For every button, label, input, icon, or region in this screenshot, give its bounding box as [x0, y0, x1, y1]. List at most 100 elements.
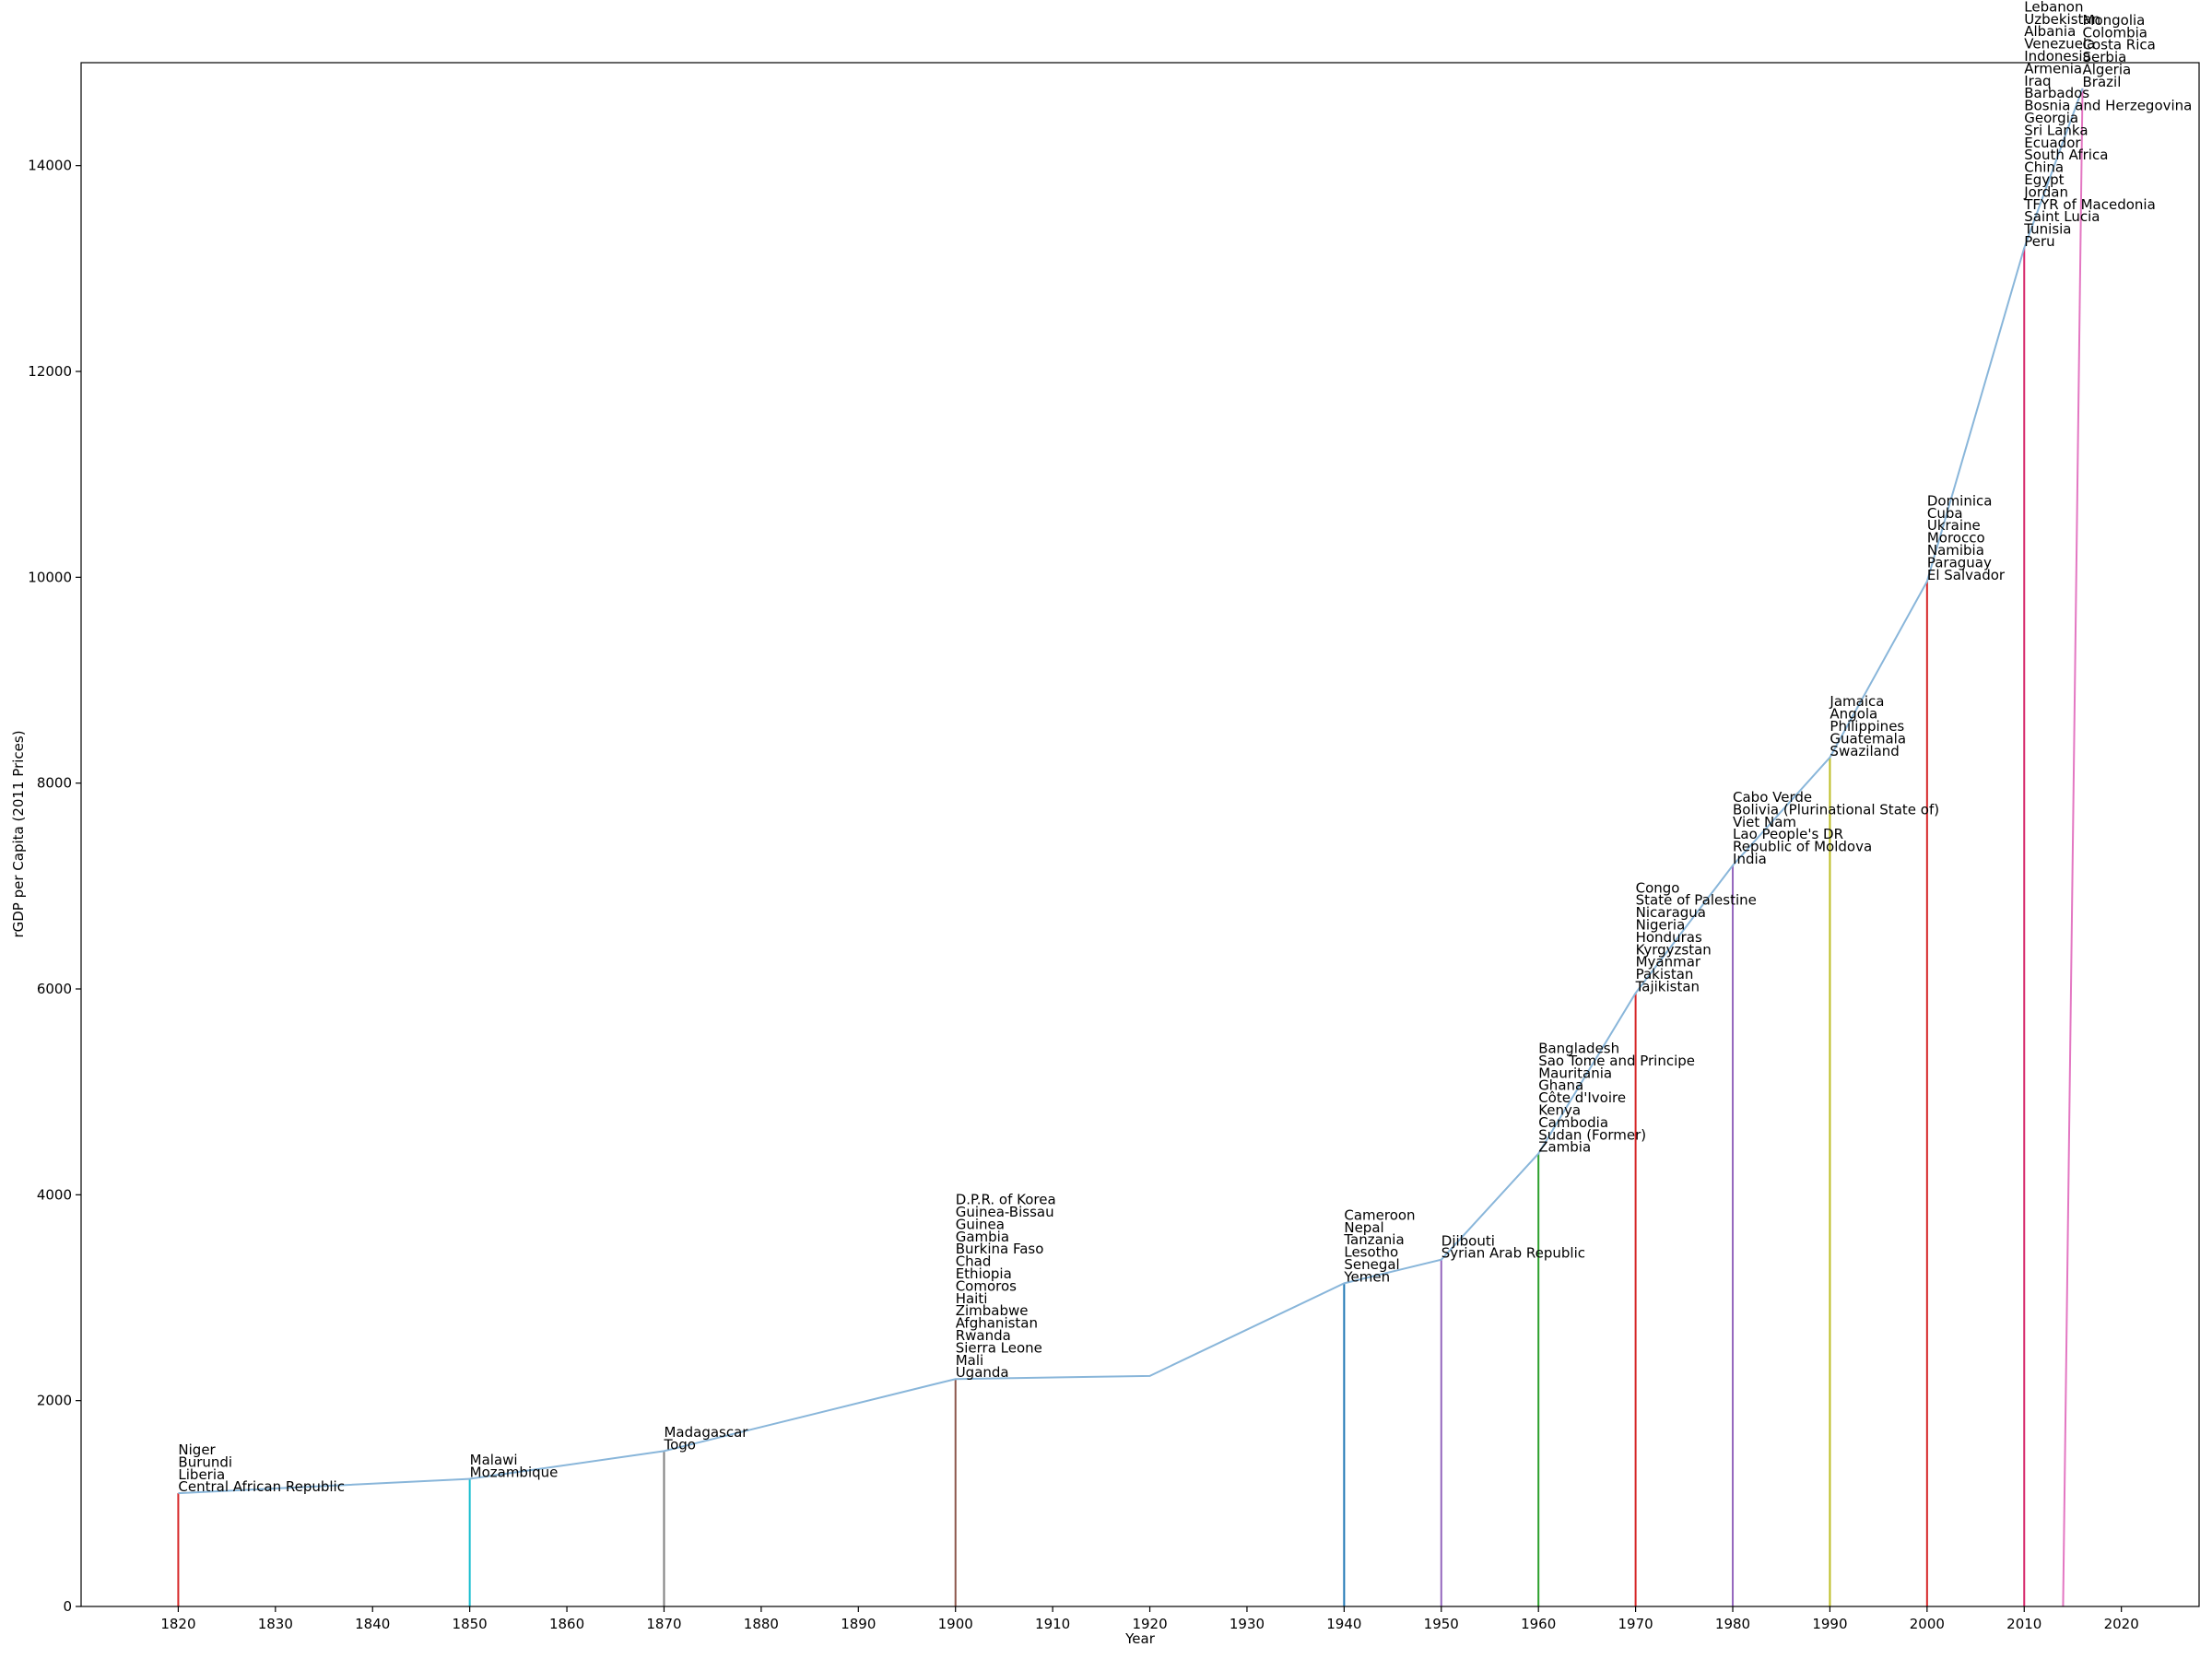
x-tick-label: 1950: [1424, 1616, 1459, 1632]
country-label: Nicaragua: [1636, 904, 1706, 921]
country-label: Paraguay: [1927, 554, 1992, 571]
country-label: Colombia: [2083, 24, 2148, 41]
country-label: Honduras: [1636, 929, 1702, 946]
country-label: Indonesia: [2024, 48, 2091, 65]
x-tick-label: 1820: [160, 1616, 195, 1632]
country-label: Tajikistan: [1635, 978, 1700, 994]
country-label: Brazil: [2083, 74, 2122, 90]
x-tick-label: 1860: [549, 1616, 584, 1632]
x-tick-label: 1910: [1035, 1616, 1070, 1632]
x-tick-label: 1960: [1521, 1616, 1556, 1632]
country-label: Mongolia: [2083, 12, 2146, 29]
country-label: Morocco: [1927, 530, 1985, 547]
country-label: Cabo Verde: [1733, 789, 1812, 806]
country-label: Gambia: [956, 1229, 1009, 1245]
x-tick-label: 1900: [938, 1616, 973, 1632]
country-label: Mauritania: [1538, 1065, 1612, 1081]
x-tick-label: 1970: [1618, 1616, 1653, 1632]
country-label: Kyrgyzstan: [1636, 941, 1712, 958]
country-label: Nepal: [1344, 1219, 1383, 1236]
country-label: Costa Rica: [2083, 37, 2156, 53]
x-tick-label: 1930: [1230, 1616, 1265, 1632]
country-label: Côte d'Ivoire: [1538, 1089, 1626, 1106]
country-label: Dominica: [1927, 492, 1993, 509]
country-label: Lao People's DR: [1733, 826, 1843, 842]
y-tick-label: 0: [63, 1598, 72, 1615]
country-label: Myanmar: [1636, 954, 1701, 971]
country-label: Uganda: [956, 1364, 1009, 1381]
country-label: Chad: [956, 1253, 992, 1270]
country-label: State of Palestine: [1636, 892, 1757, 909]
x-tick-label: 1880: [744, 1616, 779, 1632]
country-label: Yemen: [1343, 1268, 1390, 1285]
country-label: Sri Lanka: [2024, 122, 2088, 138]
x-tick-label: 2010: [2006, 1616, 2041, 1632]
country-label: Djibouti: [1441, 1232, 1495, 1249]
x-tick-label: 1990: [1812, 1616, 1847, 1632]
country-label: Barbados: [2024, 85, 2089, 101]
x-axis: 1820 1830 1840 1850 1860 1870 1880 1890 1900 1910…: [160, 1606, 2139, 1632]
country-label: Saint Lucia: [2024, 208, 2100, 225]
country-label: Burundi: [178, 1453, 232, 1470]
country-label: TFYR of Macedonia: [2023, 196, 2156, 213]
country-label: China: [2024, 159, 2064, 176]
country-label: Guinea-Bissau: [956, 1204, 1054, 1220]
country-label: Central African Republic: [178, 1478, 345, 1495]
country-label: Pakistan: [1636, 966, 1694, 982]
x-axis-label: Year: [1124, 1630, 1156, 1647]
country-label: Syrian Arab Republic: [1441, 1245, 1585, 1262]
country-label: Lesotho: [1344, 1244, 1398, 1261]
country-label: Congo: [1636, 879, 1680, 896]
country-label: Republic of Moldova: [1733, 839, 1872, 855]
series-line-layer: [178, 88, 2084, 1495]
country-label: Namibia: [1927, 542, 1984, 559]
country-label: Jordan: [2023, 183, 2068, 200]
x-tick-label: 1850: [453, 1616, 488, 1632]
country-label: Senegal: [1344, 1256, 1399, 1273]
vertical-lines-layer: [177, 88, 2084, 1607]
country-label: Burkina Faso: [956, 1241, 1044, 1257]
series-line: [178, 88, 2084, 1495]
country-label: Tunisia: [2023, 221, 2071, 238]
country-label: Angola: [1830, 706, 1877, 723]
country-label: Kenya: [1538, 1101, 1581, 1118]
country-label: D.P.R. of Korea: [956, 1192, 1056, 1208]
country-label: Zimbabwe: [956, 1302, 1029, 1319]
country-label: Cambodia: [1538, 1114, 1608, 1131]
country-label: Guatemala: [1830, 730, 1906, 747]
country-label: Ukraine: [1927, 517, 1981, 534]
country-label: Tanzania: [1343, 1231, 1404, 1248]
country-label: Bosnia and Herzegovina: [2024, 98, 2192, 114]
country-label: Ghana: [1538, 1077, 1583, 1094]
country-label: Sao Tome and Principe: [1538, 1053, 1695, 1069]
x-tick-label: 1840: [355, 1616, 390, 1632]
country-label: Zambia: [1538, 1139, 1591, 1156]
country-label: Algeria: [2083, 62, 2132, 78]
country-label: Comoros: [956, 1277, 1017, 1294]
group-vertical-line: [2062, 88, 2084, 1607]
x-tick-label: 1980: [1715, 1616, 1750, 1632]
country-label: Lebanon: [2024, 0, 2083, 15]
x-tick-label: 1890: [841, 1616, 876, 1632]
x-tick-label: 2020: [2104, 1616, 2139, 1632]
x-tick-label: 1830: [258, 1616, 293, 1632]
country-label: Sudan (Former): [1538, 1126, 1646, 1143]
country-label: Ecuador: [2024, 135, 2081, 151]
country-label: Rwanda: [956, 1327, 1011, 1344]
country-label: Niger: [178, 1441, 216, 1458]
y-axis-label: rGDP per Capita (2011 Prices): [10, 730, 27, 937]
country-label: Armenia: [2024, 60, 2082, 76]
country-label: Viet Nam: [1733, 814, 1796, 830]
country-label: Georgia: [2024, 110, 2078, 126]
y-tick-label: 2000: [37, 1393, 72, 1409]
country-label: Haiti: [956, 1290, 988, 1307]
country-label: Ethiopia: [956, 1265, 1012, 1282]
plot-frame: [80, 62, 2200, 1607]
country-label: Cuba: [1927, 505, 1963, 522]
y-tick-label: 4000: [37, 1186, 72, 1203]
y-tick-label: 12000: [28, 363, 72, 380]
country-label: Cameroon: [1344, 1206, 1415, 1223]
country-label: Serbia: [2083, 49, 2127, 65]
x-tick-label: 1920: [1132, 1616, 1167, 1632]
